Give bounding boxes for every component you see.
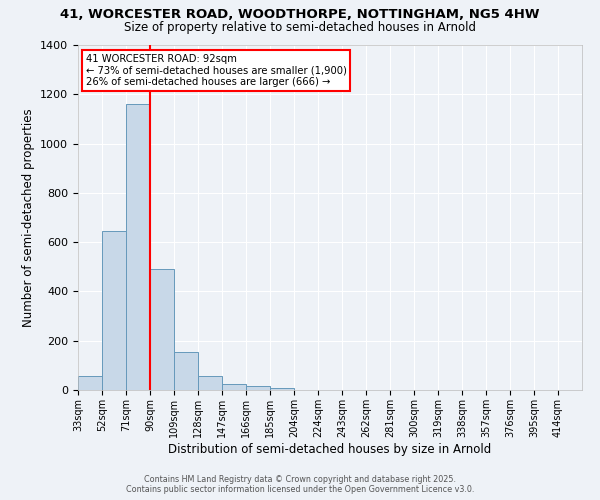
Bar	[270, 388, 294, 390]
Bar	[174, 352, 198, 390]
Bar	[126, 104, 150, 390]
Text: 41, WORCESTER ROAD, WOODTHORPE, NOTTINGHAM, NG5 4HW: 41, WORCESTER ROAD, WOODTHORPE, NOTTINGH…	[60, 8, 540, 20]
Text: 41 WORCESTER ROAD: 92sqm
← 73% of semi-detached houses are smaller (1,900)
26% o: 41 WORCESTER ROAD: 92sqm ← 73% of semi-d…	[86, 54, 346, 87]
Bar	[78, 376, 102, 390]
Bar	[246, 386, 270, 390]
Text: Contains HM Land Registry data © Crown copyright and database right 2025.
Contai: Contains HM Land Registry data © Crown c…	[126, 474, 474, 494]
Bar	[150, 269, 174, 390]
Bar	[102, 231, 126, 390]
Text: Size of property relative to semi-detached houses in Arnold: Size of property relative to semi-detach…	[124, 21, 476, 34]
X-axis label: Distribution of semi-detached houses by size in Arnold: Distribution of semi-detached houses by …	[169, 442, 491, 456]
Bar	[222, 384, 246, 390]
Bar	[198, 376, 222, 390]
Y-axis label: Number of semi-detached properties: Number of semi-detached properties	[22, 108, 35, 327]
